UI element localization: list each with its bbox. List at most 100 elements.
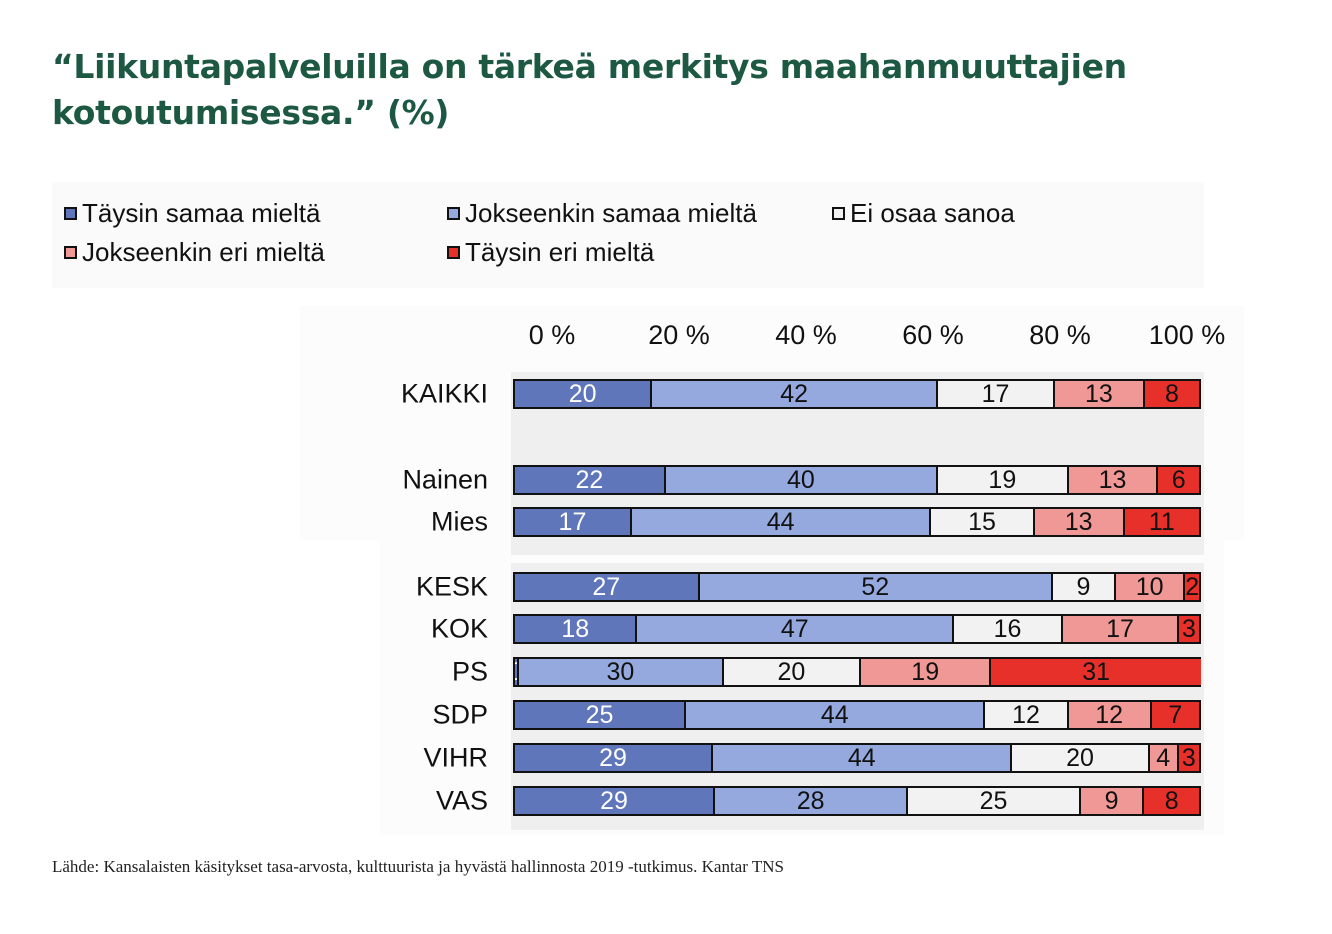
stacked-bar: 22 40 19 13 6 [513,465,1201,495]
category-label: Nainen [402,464,488,495]
bar-segment: 18 [515,616,636,642]
bar-segment: 27 [515,574,698,600]
data-label: 52 [861,574,890,600]
stacked-bar: 29 28 25 9 8 [513,786,1201,816]
legend-label: Ei osaa sanoa [850,198,1015,228]
data-label: 22 [575,467,604,493]
data-label: 28 [796,788,825,814]
data-label: 25 [979,788,1008,814]
bar-segment: 22 [515,467,664,493]
data-label: 19 [911,659,940,685]
x-tick-label: 100 % [1148,320,1226,350]
bar-segment: 40 [665,467,937,493]
bar-segment: 6 [1158,467,1199,493]
bar-segment: 44 [713,745,1011,771]
data-label: 7 [1168,702,1183,728]
bar-segment: 9 [1053,574,1114,600]
bar-segment: 31 [991,659,1201,685]
data-label: 30 [606,659,635,685]
data-label: 47 [780,616,809,642]
bar-segment: 13 [1068,467,1157,493]
legend-item: Täysin samaa mieltä [64,198,320,229]
bar-segment: 8 [1144,381,1199,407]
bar-segment: 13 [1034,509,1123,535]
bar-segment: 17 [515,509,630,535]
stacked-bar: 17 44 15 13 11 [513,507,1201,537]
data-label: 20 [777,659,806,685]
bar-segment: 19 [938,467,1067,493]
data-label: 12 [1012,702,1040,728]
bar-segment: 17 [938,381,1053,407]
data-label: 15 [968,509,996,535]
legend-label: Jokseenkin samaa mieltä [465,198,757,228]
data-label: 13 [1098,467,1127,493]
data-label: 9 [1104,788,1119,814]
chart-title: “Liikuntapalveluilla on tärkeä merkitys … [52,47,1127,132]
data-label: 9 [1076,574,1091,600]
data-label: 31 [1082,659,1111,685]
bar-segment: 17 [1063,616,1177,642]
bar-segment: 44 [686,702,984,728]
bar-segment: 3 [1178,745,1199,771]
legend-item: Ei osaa sanoa [832,198,1015,229]
data-label: 6 [1171,467,1186,493]
data-label: 12 [1095,702,1123,728]
data-label: 13 [1064,509,1093,535]
data-label: 3 [1181,616,1196,642]
bar-segment: 16 [954,616,1062,642]
bar-segment: 3 [1178,616,1199,642]
bar-segment: 13 [1055,381,1143,407]
data-label: 25 [585,702,614,728]
data-label: 17 [1106,616,1134,642]
stacked-bar: 27 52 9 10 2 [513,572,1201,602]
data-label: 17 [558,509,587,535]
category-label: KESK [415,571,488,602]
stacked-bar: 29 44 20 4 3 [513,743,1201,773]
legend: Täysin samaa mieltä Jokseenkin samaa miel… [52,182,1204,288]
bar-segment: 20 [723,659,859,685]
bar-segment: 15 [931,509,1033,535]
data-label: 27 [592,574,621,600]
bar-segment: 29 [515,788,714,814]
x-tick-label: 40 % [775,320,837,350]
legend-item: Täysin eri mieltä [447,237,654,268]
x-tick-label: 0 % [528,320,576,350]
data-label: 40 [787,467,815,493]
bar-segment: 4 [1149,745,1177,771]
data-label: 8 [1164,381,1179,407]
category-label: KOK [430,613,488,644]
data-label: 20 [1066,745,1094,771]
stacked-bar: 25 44 12 12 7 [513,700,1201,730]
data-label: 11 [1148,509,1175,535]
bar-segment: 52 [699,574,1052,600]
bar-segment: 19 [860,659,990,685]
bar-segment: 12 [1068,702,1150,728]
bar-segment: 10 [1115,574,1184,600]
bar-segment: 44 [631,509,930,535]
data-label: 0 [515,659,517,685]
plot-panel [511,563,1204,830]
data-label: 8 [1164,788,1179,814]
category-label: VIHR [423,742,488,773]
legend-swatch [64,246,77,259]
bar-segment: 20 [1012,745,1148,771]
x-tick-label: 20 % [648,320,710,350]
data-label: 13 [1085,381,1113,407]
stacked-bar: 20 42 17 13 8 [513,379,1201,409]
x-tick-label: 60 % [902,320,964,350]
legend-label: Täysin eri mieltä [465,237,655,267]
data-label: 44 [847,745,876,771]
data-label: 2 [1185,574,1199,600]
bar-segment: 25 [908,788,1079,814]
bar-segment: 0 [515,659,517,685]
category-label: SDP [432,699,488,730]
bar-segment: 11 [1124,509,1199,535]
legend-swatch [447,246,460,259]
data-label: 3 [1181,745,1196,771]
bar-segment: 2 [1185,574,1199,600]
bar-segment: 25 [515,702,684,728]
legend-label: Täysin samaa mieltä [82,198,321,228]
bar-segment: 20 [515,381,651,407]
data-label: 16 [993,616,1022,642]
data-label: 17 [981,381,1010,407]
